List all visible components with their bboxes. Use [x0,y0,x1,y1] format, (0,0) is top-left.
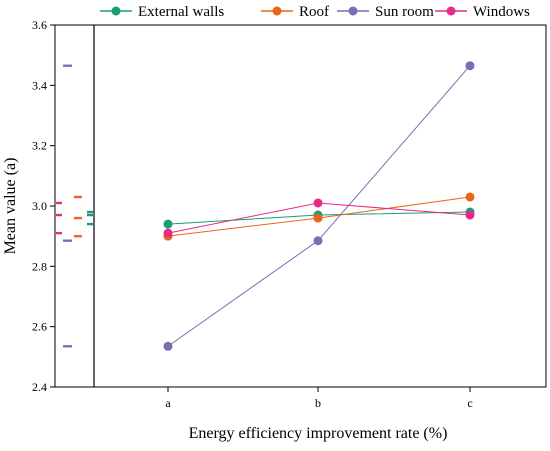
legend-label-windows: Windows [473,4,530,20]
legend-label-roof: Roof [299,4,329,20]
data-point-windows [465,210,475,220]
legend: External walls Roof Sun room Windows [100,4,530,20]
y-tick-label: 2.4 [32,380,47,394]
x-axis-title: Energy efficiency improvement rate (%) [189,425,448,442]
legend-swatch-marker [446,6,456,16]
legend-item-sun-room: Sun room [337,4,434,20]
x-tick-label: b [315,396,321,410]
side-marginal-panel [56,64,93,348]
series-layer [163,61,475,351]
data-point-sun-room [163,341,173,351]
legend-label-external-walls: External walls [138,4,224,20]
y-tick-label: 2.6 [32,320,47,334]
y-tick-label: 2.8 [32,259,47,273]
legend-swatch-marker [111,6,121,16]
data-point-sun-room [313,236,323,246]
data-point-roof [313,213,323,223]
data-point-external-walls [163,219,173,229]
legend-item-external-walls: External walls [100,4,224,20]
x-axis: a b c [165,387,473,410]
legend-item-roof: Roof [261,4,329,20]
data-point-sun-room [465,61,475,71]
data-point-windows [313,198,323,208]
y-axis: 2.4 2.6 2.8 3.0 3.2 3.4 3.6 [32,18,55,394]
legend-swatch-marker [272,6,282,16]
y-tick-label: 3.0 [32,199,47,213]
y-tick-label: 3.4 [32,78,47,92]
legend-label-sun-room: Sun room [375,4,434,20]
y-axis-title: Mean value (a) [2,158,19,255]
x-tick-label: a [165,396,171,410]
x-tick-label: c [467,396,472,410]
data-point-windows [163,228,173,238]
data-point-roof [465,192,475,202]
legend-swatch-marker [348,6,358,16]
y-tick-label: 3.6 [32,18,47,32]
y-tick-label: 3.2 [32,139,47,153]
plot-frame [54,24,547,388]
legend-item-windows: Windows [435,4,530,20]
